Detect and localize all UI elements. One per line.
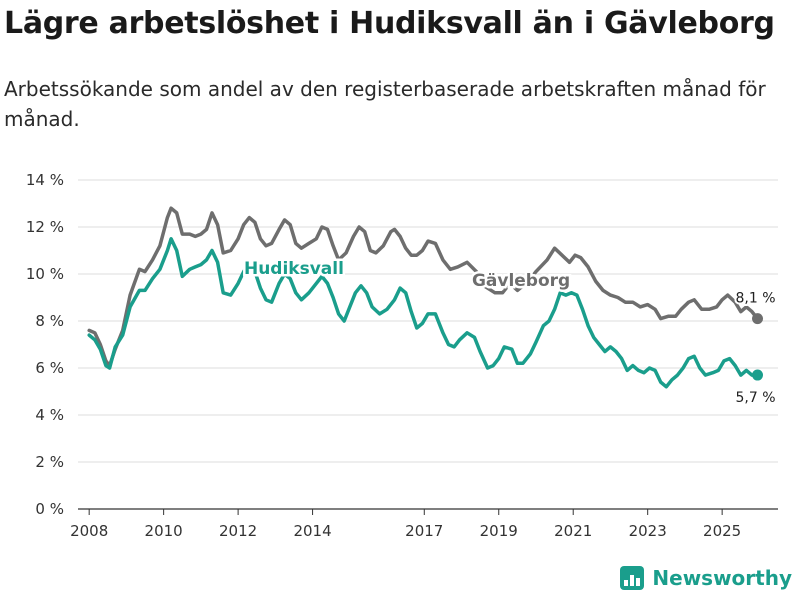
x-tick-label: 2023: [629, 522, 667, 540]
annotations: 8,1 % 5,7 % Hudiksvall Gävleborg: [241, 257, 777, 408]
grid-lines: [78, 179, 778, 510]
page-title: Lägre arbetslöshet i Hudiksvall än i Gäv…: [4, 6, 775, 41]
x-tick-label: 2012: [219, 522, 257, 540]
x-tick-label: 2021: [554, 522, 592, 540]
y-tick-label: 6 %: [35, 359, 64, 377]
x-tick-label: 2025: [703, 522, 741, 540]
x-tick-label: 2017: [405, 522, 443, 540]
series-line-hudiksvall: [87, 237, 760, 389]
y-tick-label: 2 %: [35, 453, 64, 471]
y-tick-label: 8 %: [35, 312, 64, 330]
brand-name: Newsworthy: [652, 566, 792, 590]
series-line-g-vleborg: [87, 206, 760, 368]
x-tick-label: 2008: [70, 522, 108, 540]
end-point-g-vleborg: [752, 313, 764, 325]
series-label-g-vleborg: Gävleborg: [472, 271, 570, 291]
newsworthy-logo-icon: [620, 566, 645, 590]
x-axis: 2008 2010 2012 2014 2017 2019 2021 2023 2025: [70, 509, 741, 540]
x-tick-label: 2010: [145, 522, 183, 540]
y-axis-labels: 0 % 2 % 4 % 6 % 8 % 10 % 12 % 14 %: [26, 171, 64, 518]
y-tick-label: 10 %: [26, 265, 64, 283]
y-tick-label: 4 %: [35, 406, 64, 424]
x-tick-label: 2019: [480, 522, 518, 540]
x-tick-label: 2014: [293, 522, 331, 540]
series-lines: [87, 206, 764, 389]
chart-subtitle: Arbetssökande som andel av den registerb…: [4, 77, 766, 131]
y-tick-label: 0 %: [35, 500, 64, 518]
series-label-hudiksvall: Hudiksvall: [244, 259, 344, 279]
y-tick-label: 14 %: [26, 171, 64, 189]
y-tick-label: 12 %: [26, 218, 64, 236]
brand-logo: Newsworthy: [620, 566, 792, 590]
end-value-label-g-vleborg: 8,1 %: [736, 291, 776, 307]
end-point-hudiksvall: [752, 369, 764, 381]
end-value-label-hudiksvall: 5,7 %: [736, 390, 776, 406]
